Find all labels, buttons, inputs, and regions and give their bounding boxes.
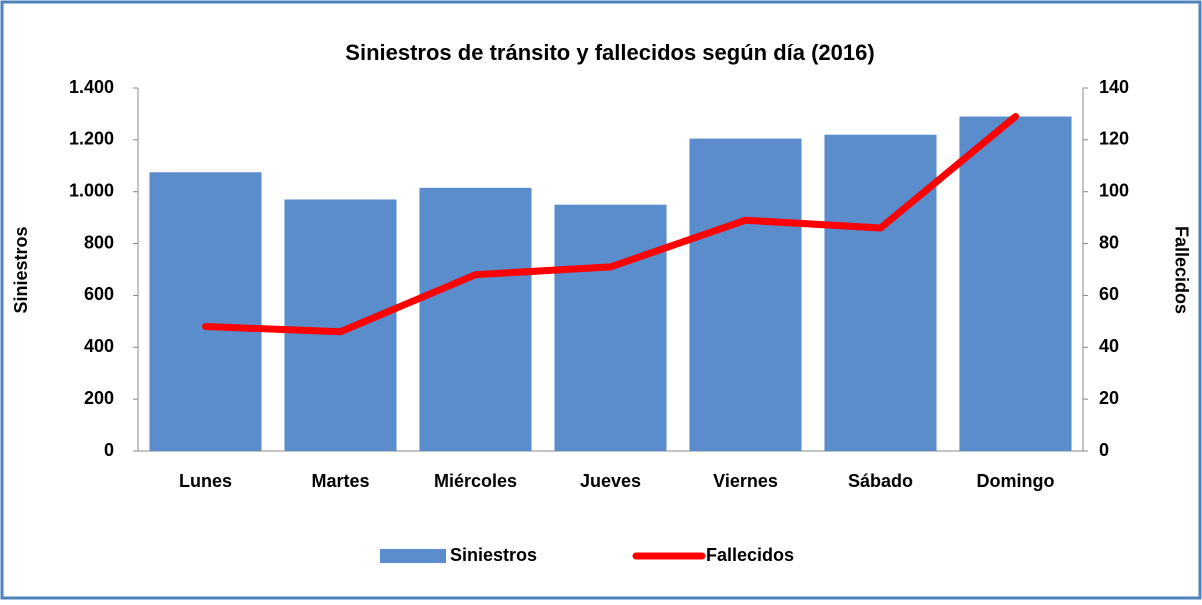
y2-tick-label: 120 — [1099, 129, 1129, 149]
bar — [284, 199, 397, 451]
line — [202, 113, 1019, 336]
y2-tick-label: 40 — [1099, 336, 1119, 356]
y2-tick-label: 60 — [1099, 284, 1119, 304]
x-tick-label: Martes — [311, 471, 369, 491]
y-tick-label: 1.400 — [69, 77, 114, 97]
y2-axis-label: Fallecidos — [1171, 226, 1191, 314]
bar — [824, 134, 937, 451]
x-tick-label: Sábado — [848, 471, 913, 491]
y-axis-label: Siniestros — [11, 226, 31, 313]
y2-tick-label: 140 — [1099, 77, 1129, 97]
y-tick-label: 400 — [84, 336, 114, 356]
y-tick-label: 0 — [104, 440, 114, 460]
x-tick-label: Viernes — [713, 471, 778, 491]
legend-label: Fallecidos — [706, 545, 794, 565]
y-tick-label: 1.000 — [69, 180, 114, 200]
bar — [149, 172, 262, 451]
x-tick-label: Jueves — [580, 471, 641, 491]
legend-label: Siniestros — [450, 545, 537, 565]
y-tick-label: 600 — [84, 284, 114, 304]
y2-tick-label: 80 — [1099, 232, 1119, 252]
y2-tick-label: 0 — [1099, 440, 1109, 460]
bar — [554, 204, 667, 451]
bar — [419, 187, 532, 451]
y-tick-label: 800 — [84, 232, 114, 252]
x-tick-label: Lunes — [179, 471, 232, 491]
y2-tick-label: 20 — [1099, 388, 1119, 408]
bar — [959, 116, 1072, 452]
x-tick-label: Domingo — [977, 471, 1055, 491]
y2-tick-label: 100 — [1099, 180, 1129, 200]
bar — [689, 138, 802, 451]
y-tick-label: 1.200 — [69, 129, 114, 149]
x-tick-label: Miércoles — [434, 471, 517, 491]
legend-swatch — [380, 549, 446, 563]
y-tick-label: 200 — [84, 388, 114, 408]
chart-title: Siniestros de tránsito y fallecidos segú… — [345, 40, 874, 65]
